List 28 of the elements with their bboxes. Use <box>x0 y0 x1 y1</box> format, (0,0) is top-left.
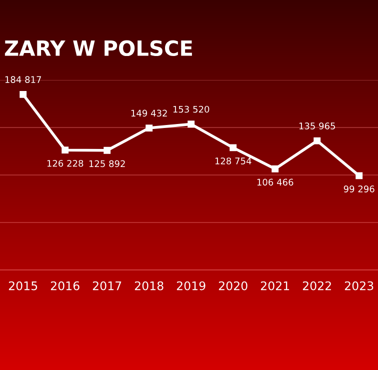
point <box>314 137 321 144</box>
point <box>272 165 279 172</box>
point <box>20 90 27 98</box>
data-label: 99 296 <box>344 186 374 192</box>
data-label: 153 520 <box>173 106 210 113</box>
data-label: 149 432 <box>131 110 167 117</box>
data-label: 128 754 <box>215 158 252 164</box>
x-tick-label: 2016 <box>50 281 80 290</box>
x-tick-label: 2021 <box>260 281 290 290</box>
data-label: 126 228 <box>47 160 84 167</box>
point <box>188 120 195 128</box>
data-label: 106 466 <box>257 178 294 186</box>
point <box>230 144 237 152</box>
x-tick-label: 2017 <box>92 281 122 290</box>
x-tick-label: 2019 <box>176 281 206 290</box>
chart-title: ZARY W POLSCE <box>4 40 192 56</box>
point <box>104 146 111 154</box>
point <box>356 172 363 180</box>
data-label: 184 817 <box>5 76 41 83</box>
x-tick-label: 2018 <box>134 281 164 290</box>
x-tick-label: 2022 <box>302 281 331 290</box>
x-tick-label: 2023 <box>344 281 374 290</box>
point <box>146 124 153 132</box>
x-tick-label: 2020 <box>218 281 248 290</box>
data-label: 125 892 <box>89 160 125 168</box>
point <box>62 146 69 154</box>
x-tick-label: 2015 <box>8 281 38 290</box>
data-label: 135 965 <box>299 122 335 130</box>
